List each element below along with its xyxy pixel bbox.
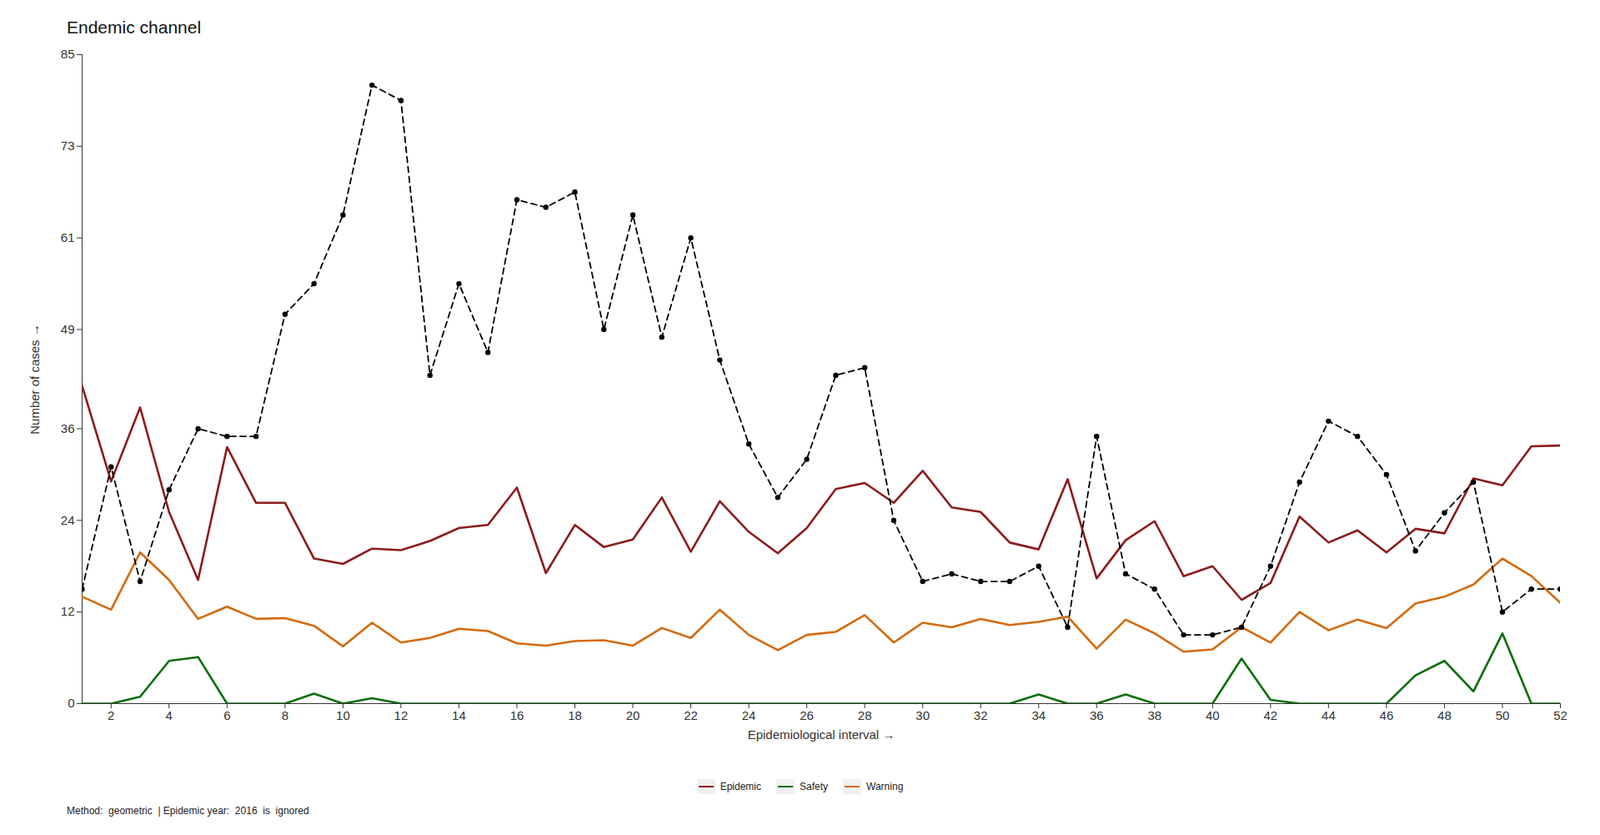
svg-text:10: 10	[336, 707, 351, 723]
html-text:Warning: Warning	[866, 780, 904, 793]
svg-text:12: 12	[60, 603, 76, 618]
svg-text:0: 0	[67, 695, 75, 710]
svg-text:18: 18	[567, 707, 582, 723]
svg-text:61: 61	[60, 230, 76, 245]
svg-text:16: 16	[510, 707, 525, 723]
html-text:Method: geometric | Epidemic y: Method: geometric | Epidemic year: 2016 …	[66, 804, 309, 817]
svg-text:40: 40	[1205, 707, 1220, 723]
svg-text:28: 28	[857, 707, 873, 723]
svg-text:85: 85	[60, 46, 76, 61]
svg-text:34: 34	[1031, 707, 1046, 723]
html-text:Safety: Safety	[799, 780, 829, 793]
svg-text:49: 49	[60, 321, 76, 337]
svg-text:8: 8	[281, 707, 289, 723]
svg-text:36: 36	[60, 421, 76, 436]
html-text:Epidemic: Epidemic	[720, 780, 762, 793]
svg-text:44: 44	[1321, 707, 1336, 723]
svg-text:12: 12	[394, 707, 409, 723]
svg-text:48: 48	[1437, 707, 1452, 723]
svg-text:36: 36	[1089, 707, 1104, 723]
svg-text:Number of cases →: Number of cases →	[27, 323, 42, 435]
svg-text:14: 14	[451, 707, 467, 723]
svg-text:2: 2	[107, 707, 115, 723]
html-text:Endemic channel: Endemic channel	[66, 17, 202, 37]
svg-text:4: 4	[165, 707, 173, 723]
svg-text:52: 52	[1553, 707, 1568, 723]
svg-text:73: 73	[60, 138, 76, 153]
svg-text:38: 38	[1147, 707, 1162, 723]
svg-text:6: 6	[223, 707, 231, 723]
svg-text:42: 42	[1263, 707, 1279, 723]
svg-text:32: 32	[973, 707, 989, 723]
svg-text:24: 24	[60, 512, 76, 527]
svg-text:24: 24	[742, 707, 757, 723]
svg-text:Epidemiological interval →: Epidemiological interval →	[747, 727, 896, 742]
svg-text:26: 26	[799, 707, 814, 723]
svg-text:50: 50	[1495, 707, 1510, 723]
svg-text:22: 22	[683, 707, 698, 723]
svg-text:20: 20	[626, 707, 641, 723]
svg-text:30: 30	[915, 707, 930, 723]
svg-text:46: 46	[1379, 707, 1395, 723]
